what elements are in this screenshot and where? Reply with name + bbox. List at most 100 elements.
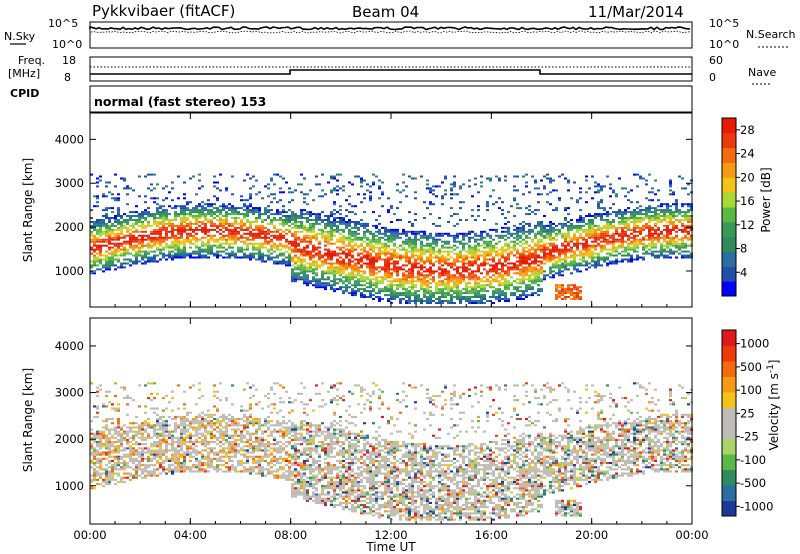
power-cell bbox=[528, 280, 531, 283]
power-cell bbox=[594, 244, 597, 247]
velocity-cell bbox=[93, 464, 96, 467]
power-cell bbox=[501, 246, 504, 249]
power-cell bbox=[408, 294, 411, 297]
power-cell bbox=[300, 213, 303, 216]
power-cell bbox=[393, 248, 396, 251]
power-cell bbox=[300, 278, 303, 281]
power-cell bbox=[429, 187, 432, 190]
power-cell bbox=[549, 228, 552, 231]
power-cell bbox=[114, 238, 117, 241]
power-cell bbox=[432, 222, 435, 225]
power-cell bbox=[525, 284, 528, 287]
power-cell bbox=[609, 252, 612, 255]
power-cell bbox=[291, 250, 294, 253]
power-cell bbox=[270, 240, 273, 243]
power-cell bbox=[159, 221, 162, 223]
power-cell bbox=[189, 209, 192, 212]
power-cell bbox=[687, 193, 690, 196]
power-cell bbox=[570, 260, 573, 263]
power-cell bbox=[324, 236, 327, 239]
power-cell bbox=[228, 238, 231, 241]
power-cell bbox=[594, 238, 597, 241]
power-cell bbox=[468, 272, 471, 275]
power-cell bbox=[141, 250, 144, 253]
power-cell bbox=[363, 246, 366, 249]
power-cell bbox=[525, 250, 528, 253]
power-cell bbox=[144, 211, 147, 214]
power-cell bbox=[600, 230, 603, 233]
power-cell bbox=[312, 246, 315, 249]
power-cell bbox=[435, 195, 438, 198]
power-cell bbox=[309, 282, 312, 285]
power-cell bbox=[303, 266, 306, 269]
power-cell bbox=[120, 215, 123, 217]
cpid-text: normal (fast stereo) 153 bbox=[94, 94, 266, 109]
power-cell bbox=[264, 185, 267, 188]
power-cell bbox=[120, 236, 123, 239]
power-cell bbox=[501, 256, 504, 259]
power-cell bbox=[429, 296, 432, 298]
power-cell bbox=[408, 262, 411, 265]
power-cell bbox=[501, 230, 504, 233]
power-cell bbox=[450, 274, 453, 277]
velocity-cell bbox=[96, 415, 99, 418]
power-cell bbox=[333, 177, 336, 180]
power-cell bbox=[219, 250, 222, 253]
power-cell bbox=[558, 230, 561, 233]
power-cell bbox=[606, 211, 609, 214]
power-cell bbox=[117, 258, 120, 261]
power-cell bbox=[135, 250, 138, 253]
power-cell bbox=[630, 232, 633, 235]
power-cell bbox=[357, 272, 360, 275]
power-cell bbox=[117, 232, 120, 235]
power-cell bbox=[150, 240, 153, 243]
power-cell bbox=[450, 250, 453, 253]
power-cell bbox=[387, 260, 390, 263]
velocity-cell bbox=[111, 472, 114, 475]
power-cell bbox=[258, 252, 261, 255]
power-cell bbox=[486, 274, 489, 277]
power-cell bbox=[354, 221, 357, 223]
power-cell bbox=[435, 238, 438, 241]
power-cell bbox=[639, 228, 642, 231]
power-cell bbox=[408, 282, 411, 285]
power-cell bbox=[396, 207, 399, 210]
power-cell bbox=[294, 274, 297, 277]
power-cell bbox=[522, 274, 525, 277]
power-cell bbox=[564, 209, 567, 212]
power-cell bbox=[147, 236, 150, 239]
power-cell bbox=[468, 276, 471, 279]
power-cell bbox=[582, 217, 585, 219]
power-cell bbox=[519, 268, 522, 271]
power-cell bbox=[558, 248, 561, 251]
power-cell bbox=[459, 260, 462, 263]
power-cell bbox=[534, 181, 537, 184]
power-cell bbox=[192, 211, 195, 214]
power-cell bbox=[279, 244, 282, 247]
power-cell bbox=[447, 284, 450, 287]
power-cell bbox=[126, 234, 129, 237]
power-cell bbox=[378, 266, 381, 269]
power-cell bbox=[339, 256, 342, 259]
power-cell bbox=[645, 238, 648, 241]
velocity-cell bbox=[105, 405, 108, 408]
power-cell bbox=[504, 258, 507, 261]
power-cell bbox=[117, 222, 120, 225]
power-cell bbox=[411, 268, 414, 271]
power-cell bbox=[540, 248, 543, 251]
power-cell bbox=[558, 264, 561, 267]
power-cell bbox=[90, 209, 93, 212]
power-cell bbox=[366, 224, 369, 227]
power-cell bbox=[261, 232, 264, 235]
power-cell bbox=[672, 211, 675, 214]
power-cell bbox=[315, 236, 318, 239]
power-cell bbox=[609, 207, 612, 210]
velocity-cell bbox=[102, 485, 105, 488]
power-cell bbox=[153, 230, 156, 233]
power-cell bbox=[516, 230, 519, 233]
power-cell bbox=[195, 193, 198, 196]
power-cell bbox=[504, 288, 507, 291]
power-cell bbox=[402, 240, 405, 243]
power-cell bbox=[657, 226, 660, 229]
power-cell bbox=[141, 217, 144, 219]
